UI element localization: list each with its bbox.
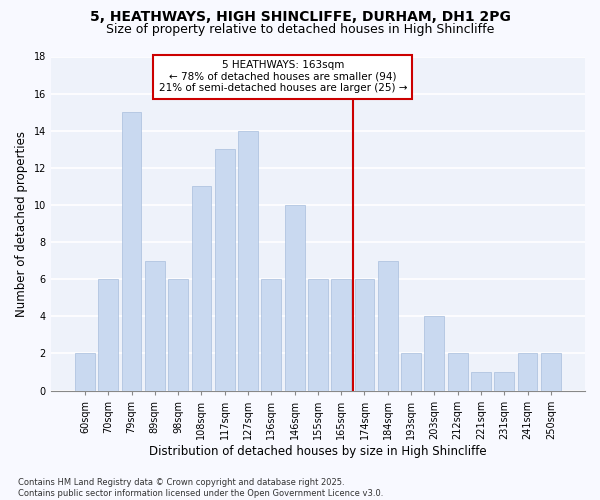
Bar xyxy=(494,372,514,390)
Bar xyxy=(285,205,305,390)
Text: Size of property relative to detached houses in High Shincliffe: Size of property relative to detached ho… xyxy=(106,22,494,36)
Bar xyxy=(378,260,398,390)
Bar xyxy=(471,372,491,390)
Text: 5, HEATHWAYS, HIGH SHINCLIFFE, DURHAM, DH1 2PG: 5, HEATHWAYS, HIGH SHINCLIFFE, DURHAM, D… xyxy=(89,10,511,24)
Bar xyxy=(215,150,235,390)
Text: 5 HEATHWAYS: 163sqm
← 78% of detached houses are smaller (94)
21% of semi-detach: 5 HEATHWAYS: 163sqm ← 78% of detached ho… xyxy=(159,60,407,94)
Bar xyxy=(191,186,211,390)
Bar xyxy=(145,260,165,390)
Bar xyxy=(168,279,188,390)
Bar xyxy=(424,316,444,390)
Bar xyxy=(331,279,351,390)
Bar xyxy=(75,354,95,391)
Bar xyxy=(308,279,328,390)
Text: Contains HM Land Registry data © Crown copyright and database right 2025.
Contai: Contains HM Land Registry data © Crown c… xyxy=(18,478,383,498)
Bar xyxy=(122,112,142,390)
Y-axis label: Number of detached properties: Number of detached properties xyxy=(15,130,28,316)
Bar xyxy=(355,279,374,390)
Bar xyxy=(238,130,258,390)
Bar xyxy=(541,354,561,391)
Bar xyxy=(448,354,467,391)
Bar xyxy=(262,279,281,390)
Bar xyxy=(518,354,538,391)
X-axis label: Distribution of detached houses by size in High Shincliffe: Distribution of detached houses by size … xyxy=(149,444,487,458)
Bar xyxy=(98,279,118,390)
Bar xyxy=(401,354,421,391)
